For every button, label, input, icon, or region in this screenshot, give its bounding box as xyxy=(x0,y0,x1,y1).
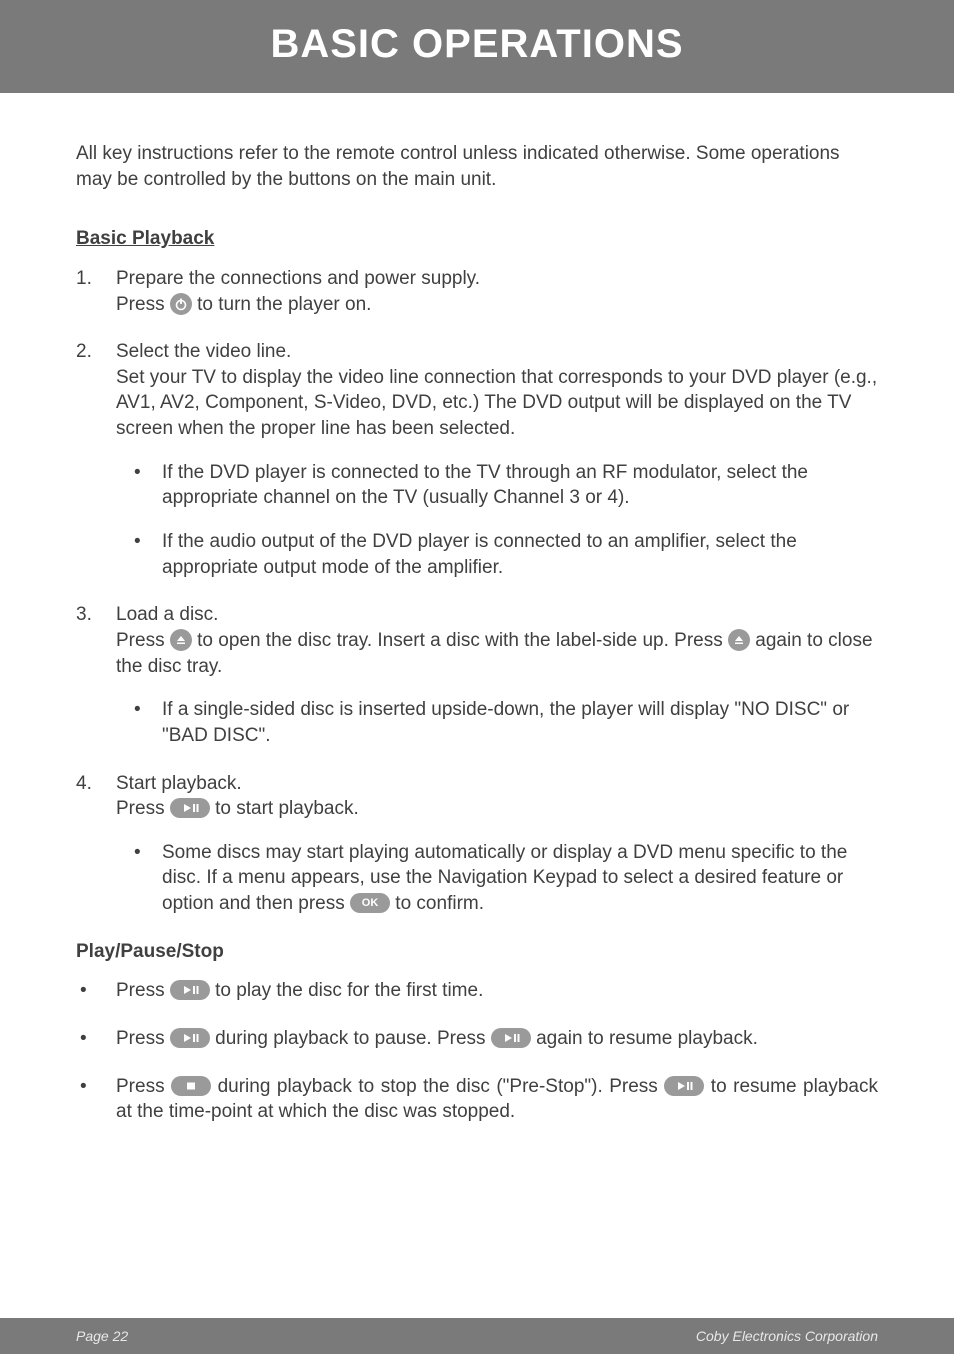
ok-icon: OK xyxy=(350,893,390,913)
pps-item-1: Press to play the disc for the first tim… xyxy=(76,978,878,1004)
step-2: Select the video line. Set your TV to di… xyxy=(76,339,878,580)
page-header: BASIC OPERATIONS xyxy=(0,0,954,93)
intro-text: All key instructions refer to the remote… xyxy=(76,141,878,192)
play-pause-stop-title: Play/Pause/Stop xyxy=(76,939,878,965)
footer-company: Coby Electronics Corporation xyxy=(696,1328,878,1344)
pps-3-pre: Press xyxy=(116,1076,171,1097)
pps-3-mid: during playback to stop the disc ("Pre-S… xyxy=(211,1076,664,1097)
step-3-press-mid: to open the disc tray. Insert a disc wit… xyxy=(192,630,728,651)
step-3-press-pre: Press xyxy=(116,630,170,651)
step-1-press-pre: Press xyxy=(116,294,170,315)
step-2-bullets: If the DVD player is connected to the TV… xyxy=(116,460,878,581)
step-3-lead: Load a disc. xyxy=(116,604,218,625)
step-4-bullet-1: Some discs may start playing automatical… xyxy=(116,840,878,917)
play-pause-icon xyxy=(664,1076,704,1096)
step-2-lead: Select the video line. xyxy=(116,341,291,362)
step-3-bullets: If a single-sided disc is inserted upsid… xyxy=(116,697,878,748)
step-3-bullet-1: If a single-sided disc is inserted upsid… xyxy=(116,697,878,748)
play-pause-icon xyxy=(170,798,210,818)
page-footer: Page 22 Coby Electronics Corporation xyxy=(0,1318,954,1354)
pps-1-post: to play the disc for the first time. xyxy=(210,980,484,1001)
step-3: Load a disc. Press to open the disc tray… xyxy=(76,602,878,748)
pps-2-post: again to resume playback. xyxy=(531,1028,758,1049)
eject-icon xyxy=(728,629,750,651)
step-4-lead: Start playback. xyxy=(116,773,242,794)
stop-icon xyxy=(171,1076,211,1096)
step-4-bullet-post: to confirm. xyxy=(390,893,484,914)
basic-playback-list: Prepare the connections and power supply… xyxy=(76,266,878,917)
play-pause-icon xyxy=(170,1028,210,1048)
step-4: Start playback. Press to start playback.… xyxy=(76,771,878,917)
step-1: Prepare the connections and power supply… xyxy=(76,266,878,317)
step-2-body: Set your TV to display the video line co… xyxy=(116,367,877,439)
step-4-press-post: to start playback. xyxy=(210,798,359,819)
pps-item-3: Press during playback to stop the disc (… xyxy=(76,1074,878,1125)
step-4-press-pre: Press xyxy=(116,798,170,819)
play-pause-icon xyxy=(170,980,210,1000)
footer-page-number: Page 22 xyxy=(76,1328,128,1344)
page-content: All key instructions refer to the remote… xyxy=(0,93,954,1318)
step-4-bullet-pre: Some discs may start playing automatical… xyxy=(162,842,847,914)
play-pause-icon xyxy=(491,1028,531,1048)
step-1-press-post: to turn the player on. xyxy=(192,294,372,315)
pps-2-pre: Press xyxy=(116,1028,170,1049)
step-2-bullet-1: If the DVD player is connected to the TV… xyxy=(116,460,878,511)
step-2-bullet-2: If the audio output of the DVD player is… xyxy=(116,529,878,580)
pps-item-2: Press during playback to pause. Press ag… xyxy=(76,1026,878,1052)
pps-1-pre: Press xyxy=(116,980,170,1001)
pps-2-mid: during playback to pause. Press xyxy=(210,1028,491,1049)
step-4-bullets: Some discs may start playing automatical… xyxy=(116,840,878,917)
step-1-lead: Prepare the connections and power supply… xyxy=(116,268,480,289)
basic-playback-title: Basic Playback xyxy=(76,226,878,252)
power-icon xyxy=(170,293,192,315)
header-title: BASIC OPERATIONS xyxy=(270,22,683,66)
eject-icon xyxy=(170,629,192,651)
play-pause-stop-list: Press to play the disc for the first tim… xyxy=(76,978,878,1125)
